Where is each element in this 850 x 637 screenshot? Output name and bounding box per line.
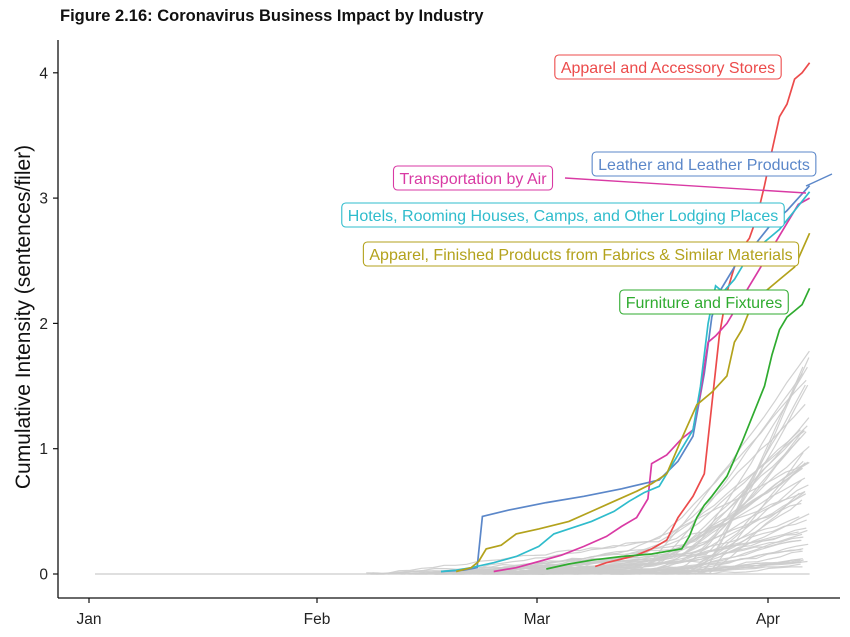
series-label: Apparel, Finished Products from Fabrics … bbox=[369, 247, 792, 264]
background-series-line bbox=[376, 403, 806, 575]
series-callouts: Apparel and Accessory Stores Leather and … bbox=[341, 54, 833, 315]
series-line-5 bbox=[546, 287, 811, 570]
background-series-line bbox=[444, 384, 806, 574]
x-tick-label: Apr bbox=[756, 611, 780, 628]
y-axis-title: Cumulative Intensity (sentences/filer) bbox=[12, 145, 35, 489]
background-series-line bbox=[436, 513, 810, 575]
series-label-leader bbox=[564, 177, 807, 194]
series-label: Hotels, Rooming Houses, Camps, and Other… bbox=[348, 208, 778, 225]
series-label: Leather and Leather Products bbox=[598, 157, 810, 174]
background-series-line bbox=[574, 429, 801, 575]
background-series-line bbox=[579, 462, 806, 575]
background-series-line bbox=[433, 431, 807, 575]
x-tick-label: Jan bbox=[77, 611, 102, 628]
series-label-box bbox=[591, 151, 817, 177]
series-label-box bbox=[341, 202, 785, 228]
series-label: Transportation by Air bbox=[399, 171, 547, 188]
chart-title: Figure 2.16: Coronavirus Business Impact… bbox=[60, 7, 484, 25]
background-series-line bbox=[367, 366, 808, 575]
axes: 0 1 2 3 4 Jan Feb Mar Apr Cumulative Intensity (s… bbox=[12, 40, 840, 628]
y-tick-label: 2 bbox=[39, 316, 48, 333]
series-label: Apparel and Accessory Stores bbox=[561, 60, 775, 77]
series-label-box bbox=[362, 241, 800, 267]
series-label-box bbox=[392, 165, 554, 191]
y-tick-label: 3 bbox=[39, 191, 48, 208]
y-tick-label: 4 bbox=[39, 65, 48, 82]
y-tick-label: 0 bbox=[39, 567, 48, 584]
series-label-box bbox=[619, 289, 789, 315]
series-label-box bbox=[554, 54, 782, 80]
x-tick-label: Feb bbox=[304, 611, 331, 628]
background-series-line bbox=[445, 519, 807, 574]
series-label-leader bbox=[805, 173, 833, 187]
y-tick-label: 1 bbox=[39, 441, 48, 458]
x-tick-label: Mar bbox=[524, 611, 551, 628]
series-label: Furniture and Fixtures bbox=[626, 295, 783, 312]
